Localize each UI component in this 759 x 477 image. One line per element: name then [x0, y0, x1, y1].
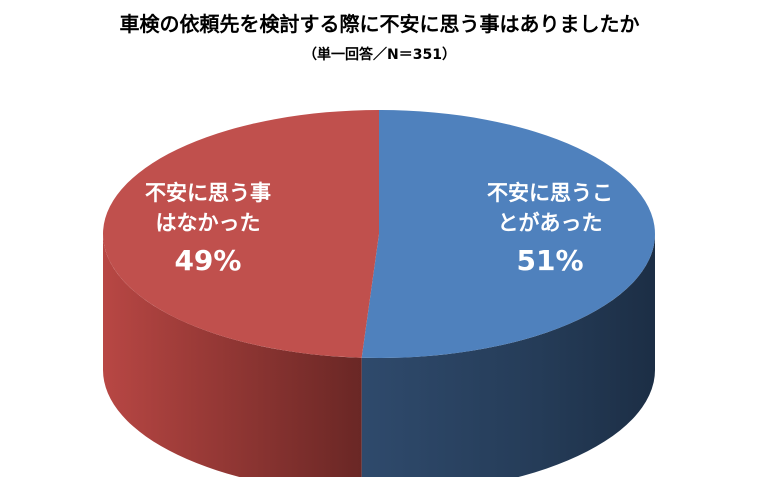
slice-had-concerns-label-line2: とがあった: [498, 211, 603, 235]
slice-had-concerns-value-label: 51%: [517, 244, 584, 277]
slice-no-concerns-top: [103, 110, 379, 358]
slice-no-concerns-label-line1: 不安に思う事: [145, 181, 271, 205]
chart-subtitle: （単一回答／N＝351）: [303, 47, 456, 63]
slice-no-concerns-value-label: 49%: [174, 244, 241, 277]
slice-had-concerns-label-line1: 不安に思うこ: [487, 181, 613, 205]
slice-no-concerns-side: [103, 234, 362, 477]
slice-had-concerns-top: [361, 109, 656, 358]
chart-title: 車検の依頼先を検討する際に不安に思う事はありましたか: [119, 12, 640, 36]
slice-had-concerns-side: [361, 234, 655, 477]
slice-no-concerns-label-line2: はなかった: [155, 211, 260, 235]
